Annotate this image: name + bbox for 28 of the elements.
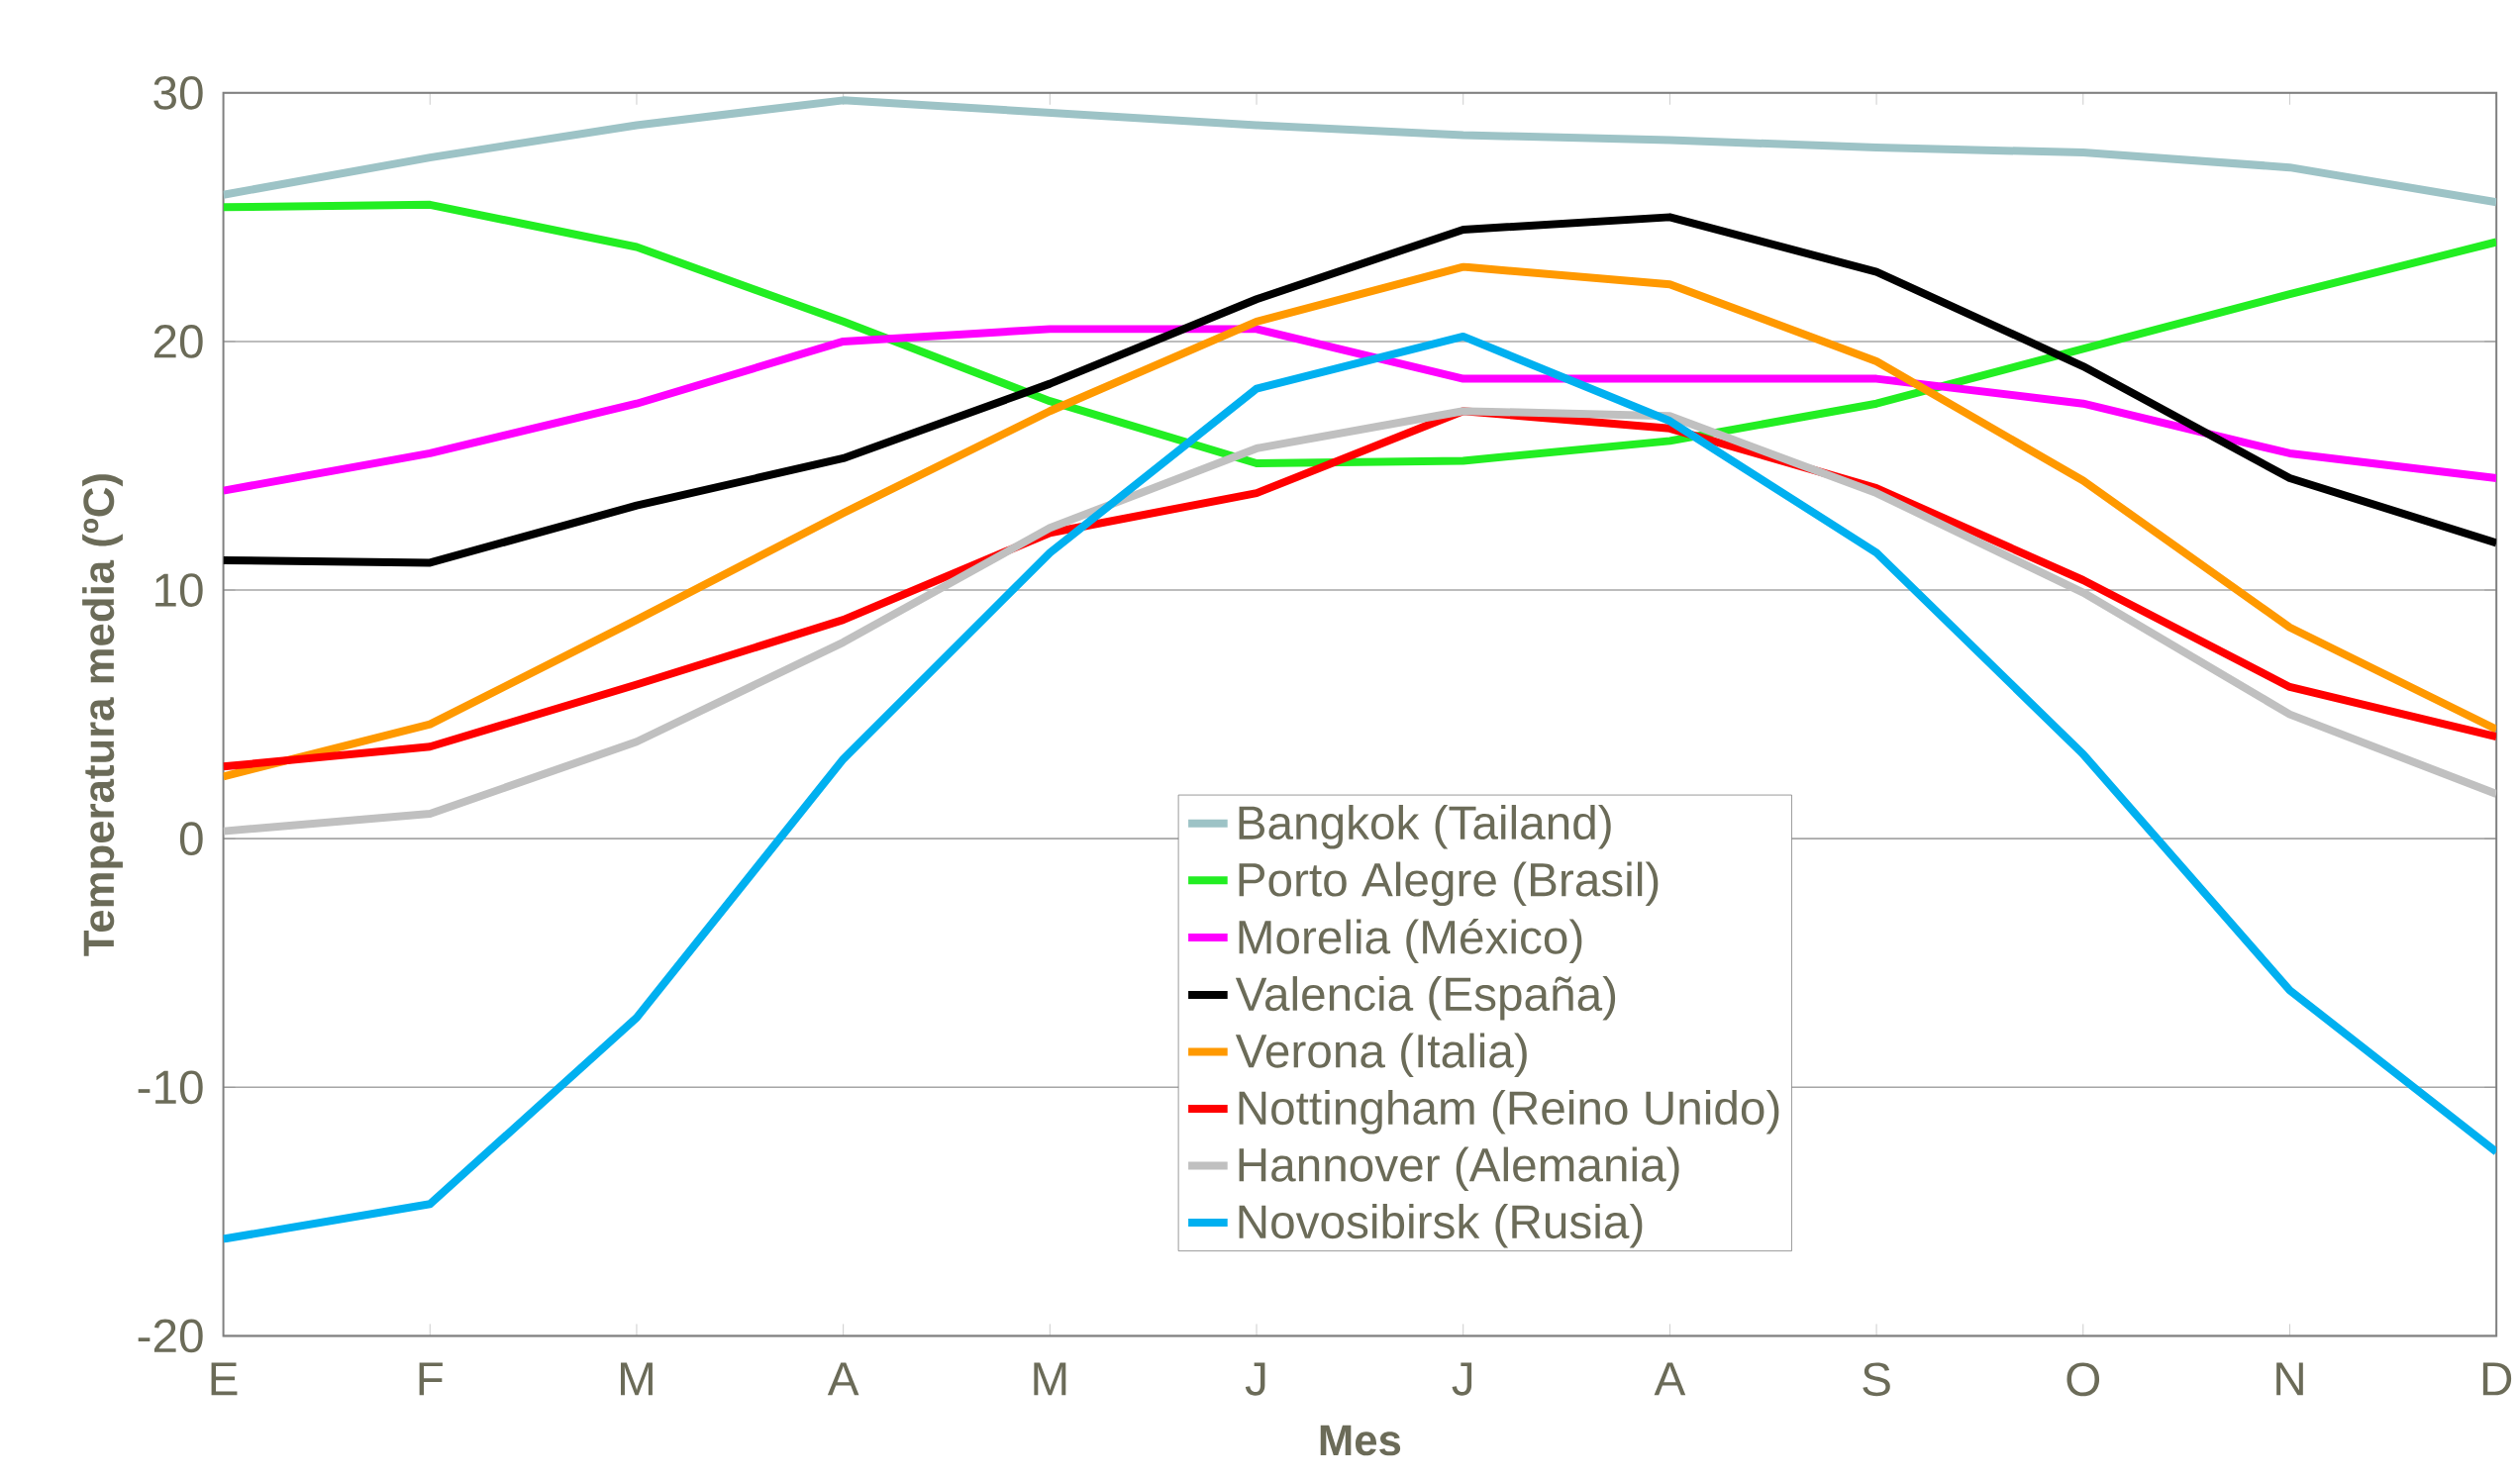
y-tick-label: -10: [138, 1070, 203, 1105]
x-axis-title: Mes: [1320, 1425, 1401, 1456]
x-tick-label: E: [211, 1362, 238, 1396]
legend-label: Morelia (México): [1239, 918, 1582, 964]
x-tick-label: A: [827, 1362, 859, 1396]
y-tick-label: 30: [153, 75, 203, 110]
legend-label: Hannover (Alemania): [1239, 1146, 1679, 1192]
x-tick-label: M: [621, 1362, 653, 1396]
y-tick-label: 20: [153, 324, 203, 358]
legend-label: Novosibirsk (Rusia): [1239, 1204, 1643, 1248]
legend-label: Bangkok (Tailand): [1239, 804, 1611, 849]
y-tick-label: 10: [155, 573, 203, 607]
x-tick-label: O: [2066, 1362, 2100, 1397]
legend-label: Nottingham (Reino Unido): [1239, 1090, 1779, 1135]
y-tick-label: 0: [179, 822, 203, 855]
x-tick-label: F: [419, 1362, 443, 1396]
y-tick-label: -20: [138, 1319, 203, 1353]
x-tick-label: S: [1863, 1362, 1890, 1397]
x-tick-label: J: [1452, 1362, 1472, 1396]
x-tick-label: A: [1654, 1362, 1686, 1396]
legend-label: Porto Alegre (Brasil): [1239, 861, 1659, 906]
legend-label: Verona (Italia): [1235, 1033, 1527, 1078]
x-tick-label: N: [2276, 1362, 2303, 1396]
legend-label: Valencia (España): [1235, 976, 1616, 1021]
x-tick-label: M: [1034, 1362, 1066, 1396]
x-tick-label: D: [2482, 1362, 2512, 1396]
x-tick-label: J: [1245, 1362, 1265, 1396]
y-axis-title: Temperatura media (ºC): [82, 474, 123, 956]
